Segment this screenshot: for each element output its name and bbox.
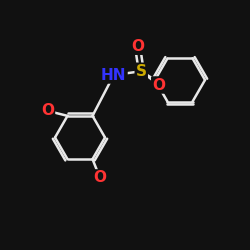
Text: O: O bbox=[94, 170, 106, 186]
Text: HN: HN bbox=[101, 68, 126, 82]
Text: O: O bbox=[41, 103, 54, 118]
Text: O: O bbox=[131, 39, 144, 54]
Text: S: S bbox=[136, 64, 147, 79]
Text: O: O bbox=[152, 78, 165, 92]
